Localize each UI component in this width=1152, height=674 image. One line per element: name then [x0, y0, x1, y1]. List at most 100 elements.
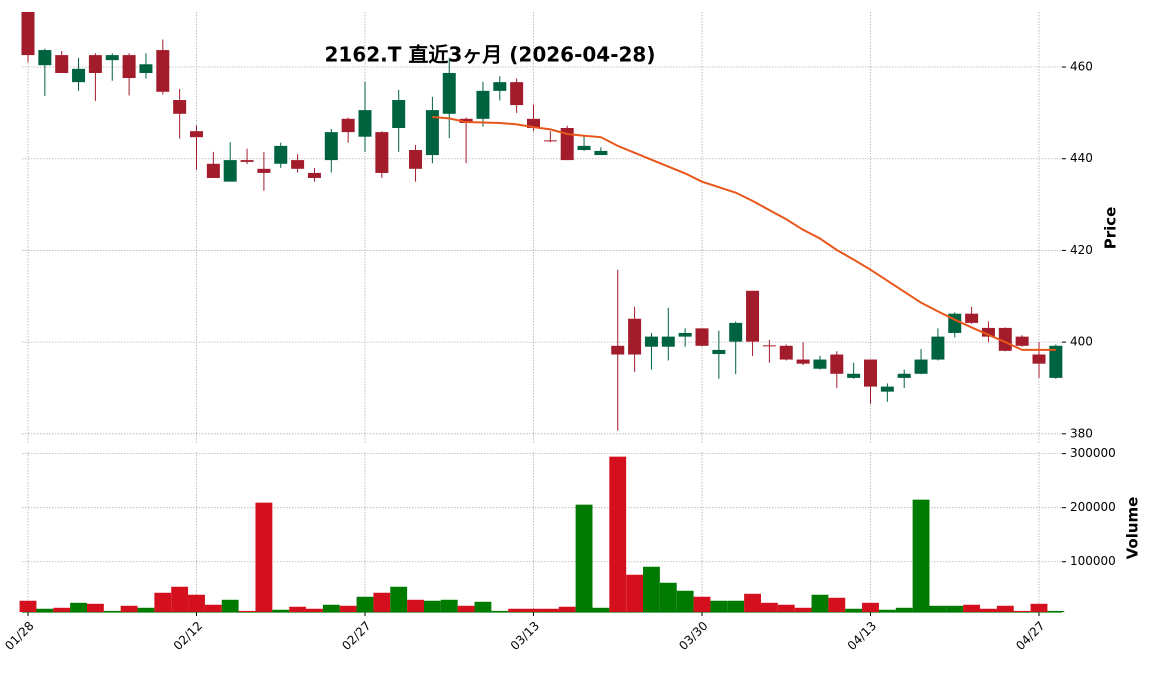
volume-bar	[878, 609, 896, 612]
candle-body	[72, 68, 86, 83]
volume-bar	[238, 610, 256, 612]
candle-body	[847, 373, 861, 378]
volume-bar	[289, 606, 307, 612]
moving-average	[432, 116, 1056, 351]
candle-body	[442, 72, 456, 114]
volume-bar	[19, 600, 37, 612]
volume-bar	[272, 609, 290, 612]
candle-body	[105, 55, 119, 61]
candle-body	[762, 345, 776, 347]
volume-bar	[154, 592, 172, 612]
candle-body	[527, 118, 540, 129]
candle-body	[965, 313, 979, 323]
volume-bar	[440, 599, 458, 612]
y-tick-label: 380	[1070, 426, 1093, 440]
volume-bar	[255, 502, 273, 612]
y-tick-label: 420	[1070, 243, 1093, 257]
candle-body	[1032, 354, 1046, 364]
candle-body	[830, 354, 844, 374]
candle-body	[931, 336, 945, 360]
volume-bar	[794, 607, 812, 612]
candle-body	[864, 359, 877, 387]
volume-bar	[895, 607, 913, 612]
volume-bar	[963, 604, 981, 612]
candle-body	[425, 110, 439, 156]
y-tick-label: 440	[1070, 151, 1093, 165]
candle-body	[543, 140, 557, 142]
volume-bar	[103, 610, 121, 612]
x-tick-label: 01/28	[2, 619, 36, 653]
candle-body	[577, 145, 591, 151]
candle-body	[880, 386, 894, 392]
volume-bar	[221, 599, 239, 612]
volume-tick-label: 200000	[1070, 500, 1116, 514]
volume-bar	[862, 602, 879, 612]
chart-title: 2162.T 直近3ヶ月 (2026-04-28)	[325, 43, 656, 67]
candle-body	[695, 328, 709, 346]
candle-body	[307, 172, 321, 178]
candle-body	[324, 132, 338, 161]
volume-bar	[609, 456, 627, 612]
volume-bar	[1013, 610, 1031, 612]
x-tick-label: 04/13	[845, 619, 879, 653]
volume-bar	[390, 586, 408, 612]
volume-bar	[70, 602, 87, 612]
volume-bar	[659, 582, 677, 612]
candle-body	[998, 327, 1012, 351]
volume-bar	[36, 608, 54, 612]
x-tick-label: 03/30	[676, 619, 710, 653]
candle-body	[611, 345, 625, 355]
volume-bar	[828, 597, 846, 612]
volume-bar	[946, 605, 964, 612]
candle-body	[1015, 336, 1029, 346]
candle-body	[476, 90, 490, 119]
volume-bar	[373, 592, 391, 612]
x-tick-label: 03/13	[508, 619, 542, 653]
volume-bar	[120, 605, 138, 612]
candle-body	[190, 131, 203, 138]
candle-body	[678, 332, 692, 337]
candle-body	[746, 290, 760, 342]
candle-body	[661, 336, 675, 347]
candle-body	[21, 12, 35, 56]
candle-body	[156, 50, 170, 92]
candle-body	[122, 55, 136, 79]
volume-bar	[423, 600, 441, 612]
volume-bar	[474, 601, 492, 612]
volume-bar	[744, 593, 761, 612]
y-tick-label: 460	[1070, 60, 1093, 74]
volume-tick-label: 300000	[1070, 446, 1116, 460]
candle-body	[779, 345, 793, 360]
volume-bar	[541, 608, 559, 612]
candle-body	[341, 118, 355, 133]
volume-bar	[676, 590, 694, 612]
volume-bar	[137, 607, 155, 612]
volume-bar	[356, 596, 374, 612]
x-tick-label: 04/27	[1013, 619, 1047, 653]
volume-bar	[777, 604, 795, 612]
volume-bar	[86, 603, 104, 612]
volume-bar	[306, 608, 323, 612]
volume-bar	[53, 607, 71, 612]
candle-body	[459, 118, 473, 123]
candle-body	[55, 55, 69, 73]
candle-body	[813, 359, 827, 369]
candle-body	[358, 110, 372, 137]
volume-bar	[760, 602, 778, 612]
volume-bar	[339, 605, 357, 612]
volume-tick-label: 100000	[1070, 554, 1116, 568]
volume-bar	[575, 504, 593, 612]
candle-body	[88, 55, 102, 73]
candle-body	[1049, 345, 1063, 378]
candle-body	[409, 150, 423, 169]
volume-bar	[525, 608, 542, 612]
volume-bar	[912, 499, 930, 612]
volume-bar	[811, 594, 829, 612]
candle-body	[375, 132, 389, 173]
volume-bar	[171, 586, 189, 612]
candle-body	[712, 349, 726, 355]
volume-axis-label: Volume	[1124, 497, 1142, 560]
volume-bar	[407, 599, 424, 612]
volume-bar	[204, 604, 222, 612]
